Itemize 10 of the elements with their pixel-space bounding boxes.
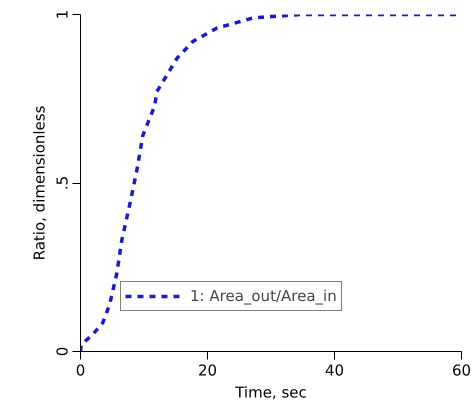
x-axis-title: Time, sec — [234, 384, 307, 402]
y-tick-label: .5 — [54, 176, 72, 190]
x-tick-label: 40 — [324, 362, 344, 380]
y-axis-title: Ratio, dimensionless — [30, 105, 48, 260]
x-tick-label: 20 — [198, 362, 218, 380]
x-tick-label: 0 — [76, 362, 86, 380]
y-tick-label: 1 — [54, 10, 72, 20]
y-tick-label: 0 — [54, 346, 72, 356]
x-tick-label: 60 — [452, 362, 472, 380]
legend-label: 1: Area_out/Area_in — [190, 287, 337, 305]
